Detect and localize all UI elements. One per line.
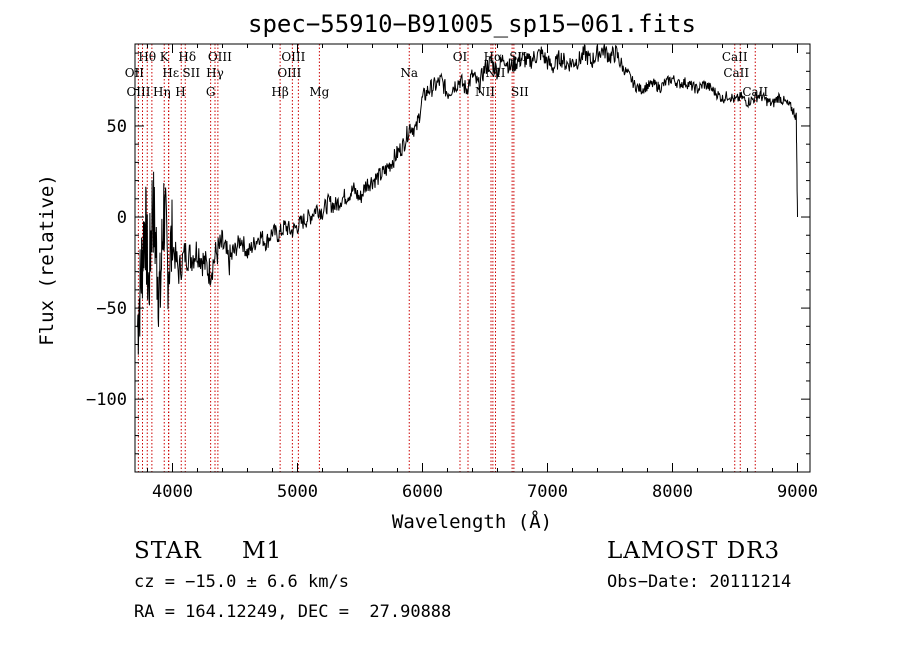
line-label: Mg [309,85,329,99]
line-label: H [175,85,185,99]
y-tick-label: 50 [107,117,127,137]
y-tick-label: 0 [117,208,127,228]
x-tick-label: 9000 [777,482,818,502]
line-label: CaII [723,66,749,80]
object-type: STAR [134,538,202,564]
y-tick-label: −50 [96,299,127,319]
marker-lines-group [137,44,756,472]
plot-frame [134,43,811,473]
line-label: OIII [281,50,305,64]
line-label: OIII [277,66,301,80]
line-label: Hε [162,66,179,80]
line-label: OI [453,50,468,64]
spectrum-series-group [137,43,798,355]
x-tick-label: 5000 [277,482,318,502]
x-tick-label: 4000 [152,482,193,502]
spectrum-line [137,43,798,355]
x-tick-label: 7000 [527,482,568,502]
redshift-text: cz = −15.0 ± 6.6 km/s [134,572,349,592]
line-label: Na [400,66,418,80]
line-label: CaII [742,85,768,99]
line-label: K [160,50,170,64]
line-label: SII [509,50,527,64]
obs-date: Obs−Date: 20111214 [607,572,792,592]
line-label: NII [475,85,495,99]
chart-title: spec−55910−B91005_sp15−061.fits [248,10,696,38]
line-label: OIII [208,50,232,64]
line-label: Hδ [178,50,196,64]
line-label: OIII [126,85,150,99]
subclass: M1 [242,538,283,564]
y-axis-label: Flux (relative) [36,174,58,346]
line-label: OII [125,66,145,80]
x-axis-label: Wavelength (Å) [392,510,552,533]
line-label: Hη [153,85,171,99]
line-label: SII [182,66,200,80]
coordinates-text: RA = 164.12249, DEC = 27.90888 [134,602,452,622]
ticks-group: 4000 5000 6000 7000 8000 9000 −100 −50 0 50 [86,44,818,502]
line-label: Hγ [206,66,224,80]
survey-name: LAMOST DR3 [607,538,781,564]
x-tick-label: 8000 [652,482,693,502]
line-label: SII [511,85,529,99]
line-label: NII [486,66,506,80]
line-label: G [206,85,216,99]
line-label: Hβ [271,85,288,99]
x-tick-label: 6000 [402,482,443,502]
y-tick-label: −100 [86,390,127,410]
line-label: CaII [722,50,748,64]
line-label: Hα [484,50,503,64]
line-label: Hθ [138,50,156,64]
spectrum-plot: 4000 5000 6000 7000 8000 9000 −100 −50 0 50 Hθ OII… [36,10,818,533]
